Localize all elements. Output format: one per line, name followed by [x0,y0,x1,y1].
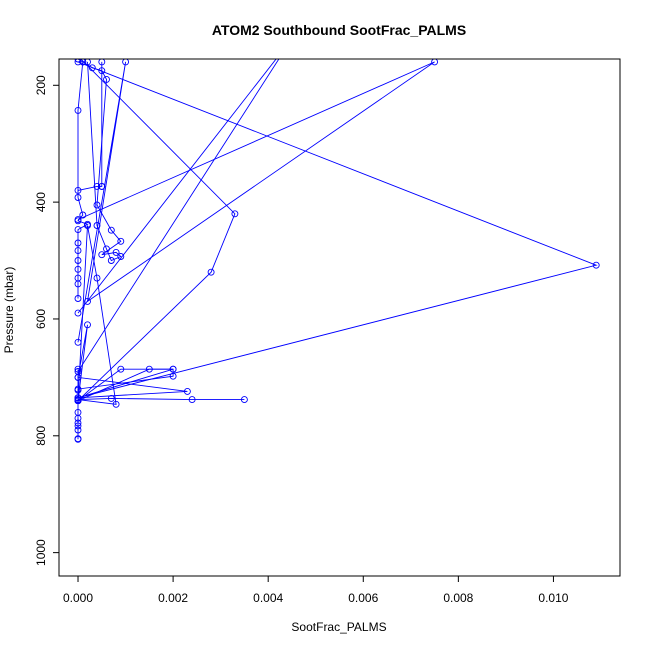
x-tick-label: 0.002 [158,591,188,605]
data-point [84,321,91,329]
data-point [74,414,82,422]
data-point [107,257,115,264]
y-axis-label: Pressure (mbar) [2,267,16,354]
x-axis-label: SootFrac_PALMS [291,620,386,634]
x-tick-label: 0.006 [348,591,378,605]
data-point [74,194,82,201]
data-point [74,394,82,402]
data-point [107,226,115,234]
data-point [183,387,191,395]
data-point [592,261,600,269]
x-axis: 0.000 0.002 0.004 0.006 0.008 0.010 [63,576,569,605]
series-layer [74,59,600,443]
data-point [74,247,82,255]
data-point [93,274,101,282]
series-line [77,397,245,401]
y-tick-label: 800 [34,425,48,445]
data-point [74,280,82,288]
data-point [74,386,82,394]
data-point [74,365,82,373]
y-tick-label: 200 [34,75,48,95]
data-point [93,182,101,190]
data-point [74,239,82,247]
data-point [103,75,110,83]
data-point [117,253,125,260]
data-point [117,365,125,373]
y-tick-label: 1000 [34,539,48,566]
series-line [82,61,122,262]
data-point [74,422,82,430]
x-tick-label: 0.008 [443,591,473,605]
data-point [112,400,120,408]
series-line [77,225,117,405]
data-point [74,59,82,66]
data-point [74,216,82,224]
data-point [74,373,82,381]
data-point [98,59,106,66]
data-point [431,59,439,66]
data-point [98,251,106,259]
data-point [74,397,82,405]
series-line [77,61,598,401]
data-point [169,365,177,373]
data-point [74,295,82,302]
data-point [74,265,82,273]
data-point [188,396,196,404]
plot-frame [58,58,621,577]
data-point [74,435,82,443]
data-point [207,268,215,276]
data-point [93,201,101,209]
series-1 [74,59,91,302]
chart-title: ATOM2 Southbound SootFrac_PALMS [212,22,466,38]
data-point [112,248,120,256]
data-point [74,309,82,317]
series-line [77,368,174,402]
data-point [122,59,130,66]
data-point [117,237,125,245]
data-point [79,59,87,66]
data-point [74,419,82,427]
data-point [74,106,82,114]
data-point [107,394,115,402]
series-line [77,61,103,191]
y-tick-label: 600 [34,309,48,329]
data-point [79,211,87,219]
data-point [103,245,110,253]
series-11 [74,365,82,443]
data-point [74,426,82,434]
data-point [74,226,82,234]
data-point [84,59,91,66]
x-tick-label: 0.010 [538,591,568,605]
y-axis: 200 400 600 800 1000 [34,75,59,566]
x-tick-label: 0.004 [253,591,283,605]
series-line [77,59,280,372]
data-point [231,210,239,218]
data-point [240,396,248,404]
data-point [84,222,91,229]
data-point [74,257,82,264]
data-point [84,297,91,305]
y-tick-label: 400 [34,192,48,212]
x-tick-label: 0.000 [63,591,93,605]
data-point [74,186,82,194]
